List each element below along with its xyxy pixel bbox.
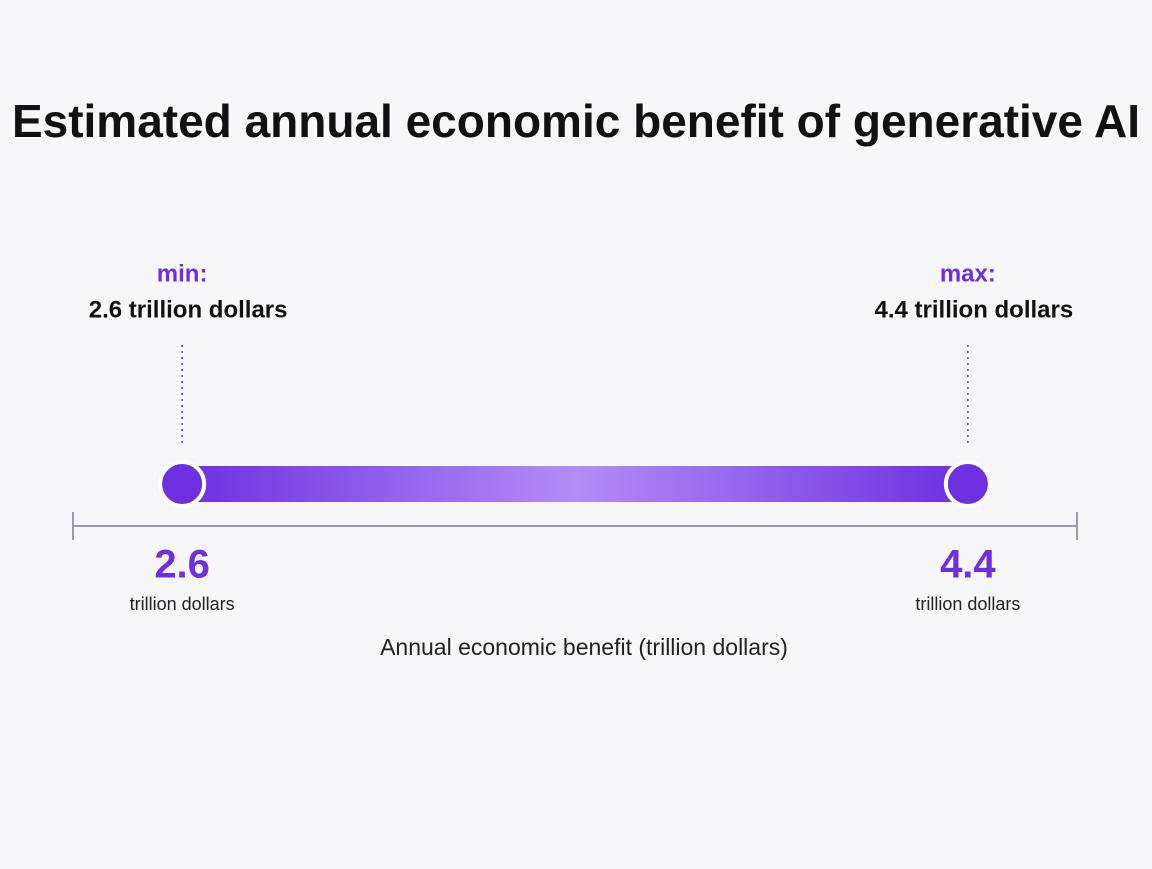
x-axis-label: Annual economic benefit (trillion dollar… (380, 634, 788, 660)
range-bar (182, 466, 968, 502)
range-endpoint (943, 460, 992, 508)
value-annotation: 2.6 trillion dollars (89, 296, 288, 323)
chart-title: Estimated annual economic benefit of gen… (12, 95, 1140, 147)
range-label: min: (157, 260, 208, 287)
value-annotation: 4.4 trillion dollars (875, 296, 1074, 323)
value-label: 4.4 (940, 543, 996, 587)
range-label: max: (940, 260, 996, 287)
value-unit: trillion dollars (130, 594, 235, 614)
range-endpoint (158, 460, 207, 508)
value-unit: trillion dollars (915, 594, 1020, 614)
value-label: 2.6 (154, 543, 210, 587)
